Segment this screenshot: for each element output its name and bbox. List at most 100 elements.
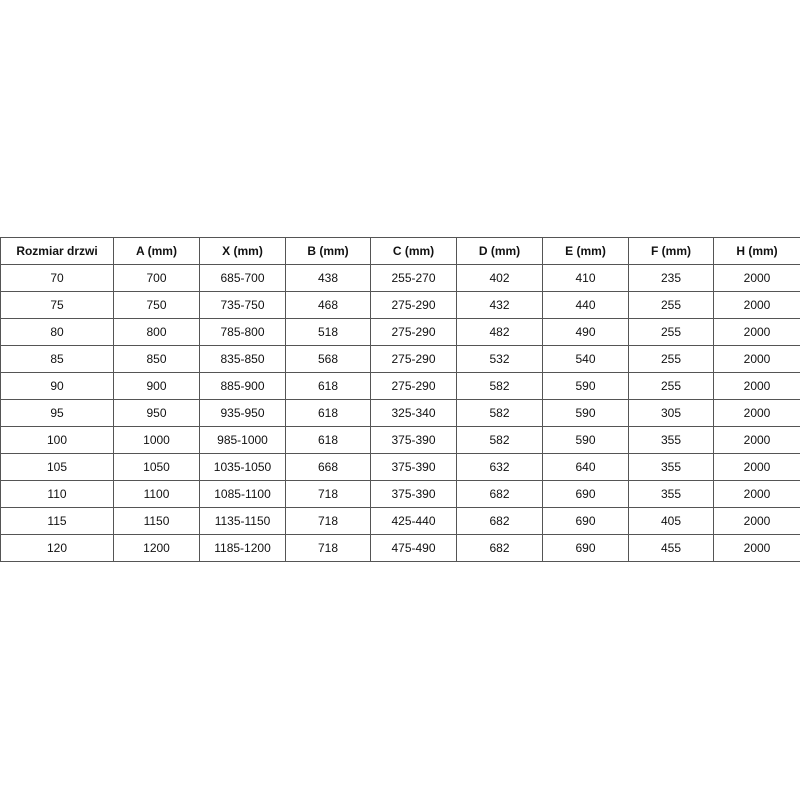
table-cell: 355 bbox=[628, 453, 714, 481]
table-cell: 100 bbox=[0, 426, 114, 454]
table-cell: 105 bbox=[0, 453, 114, 481]
column-header: F (mm) bbox=[628, 237, 714, 265]
table-cell: 405 bbox=[628, 507, 714, 535]
table-cell: 935-950 bbox=[199, 399, 286, 427]
table-cell: 375-390 bbox=[370, 480, 457, 508]
table-cell: 668 bbox=[285, 453, 371, 481]
table-row: 90 900 885-900 618 275-290 582 590 255 2000 bbox=[0, 372, 800, 400]
column-header: D (mm) bbox=[456, 237, 543, 265]
table-cell: 475-490 bbox=[370, 534, 457, 562]
table-cell: 735-750 bbox=[199, 291, 286, 319]
table-cell: 685-700 bbox=[199, 264, 286, 292]
table-cell: 1050 bbox=[113, 453, 200, 481]
table-row: 105 1050 1035-1050 668 375-390 632 640 355 2000 bbox=[0, 453, 800, 481]
table-cell: 718 bbox=[285, 534, 371, 562]
table-cell: 1150 bbox=[113, 507, 200, 535]
table-cell: 900 bbox=[113, 372, 200, 400]
table-row: 70 700 685-700 438 255-270 402 410 235 2000 bbox=[0, 264, 800, 292]
table-cell: 640 bbox=[542, 453, 629, 481]
table-cell: 568 bbox=[285, 345, 371, 373]
table-cell: 402 bbox=[456, 264, 543, 292]
table-cell: 690 bbox=[542, 480, 629, 508]
table-cell: 690 bbox=[542, 507, 629, 535]
table-cell: 590 bbox=[542, 372, 629, 400]
table-cell: 682 bbox=[456, 480, 543, 508]
table-cell: 2000 bbox=[713, 507, 800, 535]
table-cell: 110 bbox=[0, 480, 114, 508]
column-header: C (mm) bbox=[370, 237, 457, 265]
table-cell: 582 bbox=[456, 372, 543, 400]
table-cell: 1100 bbox=[113, 480, 200, 508]
table-cell: 718 bbox=[285, 480, 371, 508]
table-row: 80 800 785-800 518 275-290 482 490 255 2000 bbox=[0, 318, 800, 346]
column-header: E (mm) bbox=[542, 237, 629, 265]
table-cell: 425-440 bbox=[370, 507, 457, 535]
table-cell: 582 bbox=[456, 399, 543, 427]
table-cell: 718 bbox=[285, 507, 371, 535]
table-cell: 325-340 bbox=[370, 399, 457, 427]
table-cell: 835-850 bbox=[199, 345, 286, 373]
table-cell: 1000 bbox=[113, 426, 200, 454]
table-cell: 80 bbox=[0, 318, 114, 346]
table-cell: 2000 bbox=[713, 291, 800, 319]
table-cell: 375-390 bbox=[370, 426, 457, 454]
table-cell: 2000 bbox=[713, 372, 800, 400]
table-cell: 255 bbox=[628, 345, 714, 373]
header-row: Rozmiar drzwi A (mm) X (mm) B (mm) C (mm) D (… bbox=[0, 237, 800, 265]
table-cell: 1135-1150 bbox=[199, 507, 286, 535]
table-cell: 1085-1100 bbox=[199, 480, 286, 508]
table-cell: 95 bbox=[0, 399, 114, 427]
table-cell: 255 bbox=[628, 318, 714, 346]
column-header: X (mm) bbox=[199, 237, 286, 265]
table-cell: 355 bbox=[628, 426, 714, 454]
table-cell: 438 bbox=[285, 264, 371, 292]
table-cell: 255 bbox=[628, 372, 714, 400]
table-cell: 518 bbox=[285, 318, 371, 346]
table-cell: 750 bbox=[113, 291, 200, 319]
table-cell: 235 bbox=[628, 264, 714, 292]
table-cell: 2000 bbox=[713, 426, 800, 454]
table-cell: 540 bbox=[542, 345, 629, 373]
table-cell: 275-290 bbox=[370, 372, 457, 400]
table-cell: 115 bbox=[0, 507, 114, 535]
table-cell: 2000 bbox=[713, 264, 800, 292]
table-cell: 120 bbox=[0, 534, 114, 562]
table-cell: 275-290 bbox=[370, 291, 457, 319]
table-cell: 2000 bbox=[713, 399, 800, 427]
table-row: 85 850 835-850 568 275-290 532 540 255 2000 bbox=[0, 345, 800, 373]
table-cell: 255-270 bbox=[370, 264, 457, 292]
table-cell: 618 bbox=[285, 426, 371, 454]
table-cell: 275-290 bbox=[370, 345, 457, 373]
table-cell: 785-800 bbox=[199, 318, 286, 346]
table-row: 120 1200 1185-1200 718 475-490 682 690 455 2000 bbox=[0, 534, 800, 562]
table-cell: 75 bbox=[0, 291, 114, 319]
table-cell: 2000 bbox=[713, 318, 800, 346]
table-cell: 275-290 bbox=[370, 318, 457, 346]
table-cell: 1185-1200 bbox=[199, 534, 286, 562]
table-cell: 305 bbox=[628, 399, 714, 427]
table-cell: 618 bbox=[285, 372, 371, 400]
table-cell: 468 bbox=[285, 291, 371, 319]
table-cell: 1035-1050 bbox=[199, 453, 286, 481]
table-cell: 2000 bbox=[713, 480, 800, 508]
table-cell: 70 bbox=[0, 264, 114, 292]
table-cell: 682 bbox=[456, 534, 543, 562]
table-cell: 1200 bbox=[113, 534, 200, 562]
table-cell: 682 bbox=[456, 507, 543, 535]
table-cell: 85 bbox=[0, 345, 114, 373]
table-cell: 255 bbox=[628, 291, 714, 319]
table-cell: 440 bbox=[542, 291, 629, 319]
column-header: B (mm) bbox=[285, 237, 371, 265]
table-cell: 410 bbox=[542, 264, 629, 292]
table-cell: 2000 bbox=[713, 453, 800, 481]
table-cell: 885-900 bbox=[199, 372, 286, 400]
table-row: 100 1000 985-1000 618 375-390 582 590 355 2000 bbox=[0, 426, 800, 454]
table-row: 110 1100 1085-1100 718 375-390 682 690 355 2000 bbox=[0, 480, 800, 508]
table-cell: 950 bbox=[113, 399, 200, 427]
table-cell: 432 bbox=[456, 291, 543, 319]
table-cell: 985-1000 bbox=[199, 426, 286, 454]
table-cell: 375-390 bbox=[370, 453, 457, 481]
table-cell: 590 bbox=[542, 426, 629, 454]
table-cell: 2000 bbox=[713, 534, 800, 562]
table-cell: 582 bbox=[456, 426, 543, 454]
